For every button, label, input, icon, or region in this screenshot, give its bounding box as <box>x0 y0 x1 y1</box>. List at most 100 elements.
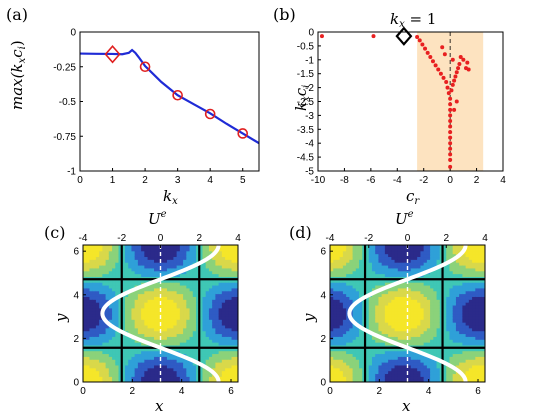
field-cell <box>365 362 370 366</box>
field-cell <box>346 304 350 309</box>
field-cell <box>352 333 357 337</box>
field-cell <box>404 296 409 300</box>
field-cell <box>208 359 213 363</box>
field-cell <box>465 284 470 289</box>
field-cell <box>170 356 175 360</box>
field-cell <box>433 253 438 258</box>
field-cell <box>397 327 402 332</box>
field-cell <box>83 264 87 269</box>
field-cell <box>95 279 100 283</box>
field-cell <box>86 310 91 315</box>
field-cell <box>108 313 113 317</box>
field-cell <box>141 330 145 335</box>
field-cell <box>154 267 158 272</box>
field-cell <box>452 373 457 377</box>
field-cell <box>102 256 107 260</box>
field-cell <box>355 336 360 340</box>
field-cell <box>208 373 213 377</box>
field-cell <box>359 273 363 277</box>
field-cell <box>346 299 350 303</box>
field-cell <box>147 290 152 295</box>
field-cell <box>176 287 181 292</box>
field-cell <box>426 296 431 300</box>
field-cell <box>95 256 100 260</box>
field-cell <box>443 333 447 337</box>
field-cell <box>134 270 139 275</box>
field-cell <box>102 370 107 375</box>
field-cell <box>179 324 184 329</box>
field-cell <box>468 290 473 295</box>
field-cell <box>475 359 480 363</box>
field-cell <box>330 344 334 349</box>
field-cell <box>89 282 94 286</box>
field-cell <box>375 359 380 363</box>
field-cell <box>176 296 181 300</box>
field-cell <box>381 282 386 286</box>
field-cell <box>228 253 233 258</box>
field-cell <box>478 356 483 360</box>
field-cell <box>475 304 480 309</box>
field-cell <box>407 282 412 286</box>
field-cell <box>131 282 136 286</box>
field-cell <box>378 279 383 283</box>
field-cell <box>183 279 187 283</box>
field-cell <box>221 253 226 258</box>
field-cell <box>189 267 194 272</box>
field-cell <box>452 379 457 382</box>
field-cell <box>468 267 473 272</box>
field-cell <box>436 319 441 323</box>
field-cell <box>141 307 145 312</box>
field-cell <box>205 356 210 360</box>
field-cell <box>443 276 447 280</box>
field-cell <box>196 379 200 382</box>
field-cell <box>160 364 165 369</box>
field-cell <box>192 342 197 346</box>
field-cell <box>218 290 223 295</box>
field-cell <box>365 333 370 337</box>
field-cell <box>231 316 236 320</box>
field-cell <box>359 270 363 275</box>
field-cell <box>179 350 184 355</box>
field-cell <box>215 267 220 272</box>
field-cell <box>137 267 142 272</box>
field-cell <box>401 333 405 337</box>
field-cell <box>121 376 126 380</box>
field-cell <box>446 282 451 286</box>
field-cell <box>186 376 191 380</box>
field-cell <box>189 379 194 382</box>
panel-b-xtick-label: 4 <box>500 175 506 186</box>
field-cell <box>404 267 409 272</box>
field-cell <box>157 267 162 272</box>
field-cell <box>218 299 223 303</box>
panel-b-xtick-label: -2 <box>419 175 428 186</box>
field-cell <box>339 376 344 380</box>
field-cell <box>459 273 463 277</box>
field-cell <box>475 364 480 369</box>
panel-b-eigenvalue-point <box>445 85 450 90</box>
field-cell <box>394 333 399 337</box>
field-cell <box>413 327 418 332</box>
field-cell <box>118 276 123 280</box>
field-cell <box>102 322 107 326</box>
field-cell <box>118 282 123 286</box>
field-cell <box>99 344 103 349</box>
field-cell <box>128 267 133 272</box>
field-cell <box>189 322 194 326</box>
field-cell <box>481 336 485 340</box>
field-cell <box>430 310 434 315</box>
field-cell <box>346 319 350 323</box>
field-cell <box>433 327 438 332</box>
field-cell <box>452 344 457 349</box>
field-cell <box>128 330 133 335</box>
field-cell <box>426 299 431 303</box>
field-cell <box>330 307 334 312</box>
field-cell <box>433 324 438 329</box>
field-cell <box>462 273 467 277</box>
field-cell <box>112 333 116 337</box>
field-cell <box>459 359 463 363</box>
field-cell <box>150 339 155 343</box>
field-cell <box>121 282 126 286</box>
field-cell <box>179 284 184 289</box>
field-cell <box>478 282 483 286</box>
field-cell <box>355 273 360 277</box>
